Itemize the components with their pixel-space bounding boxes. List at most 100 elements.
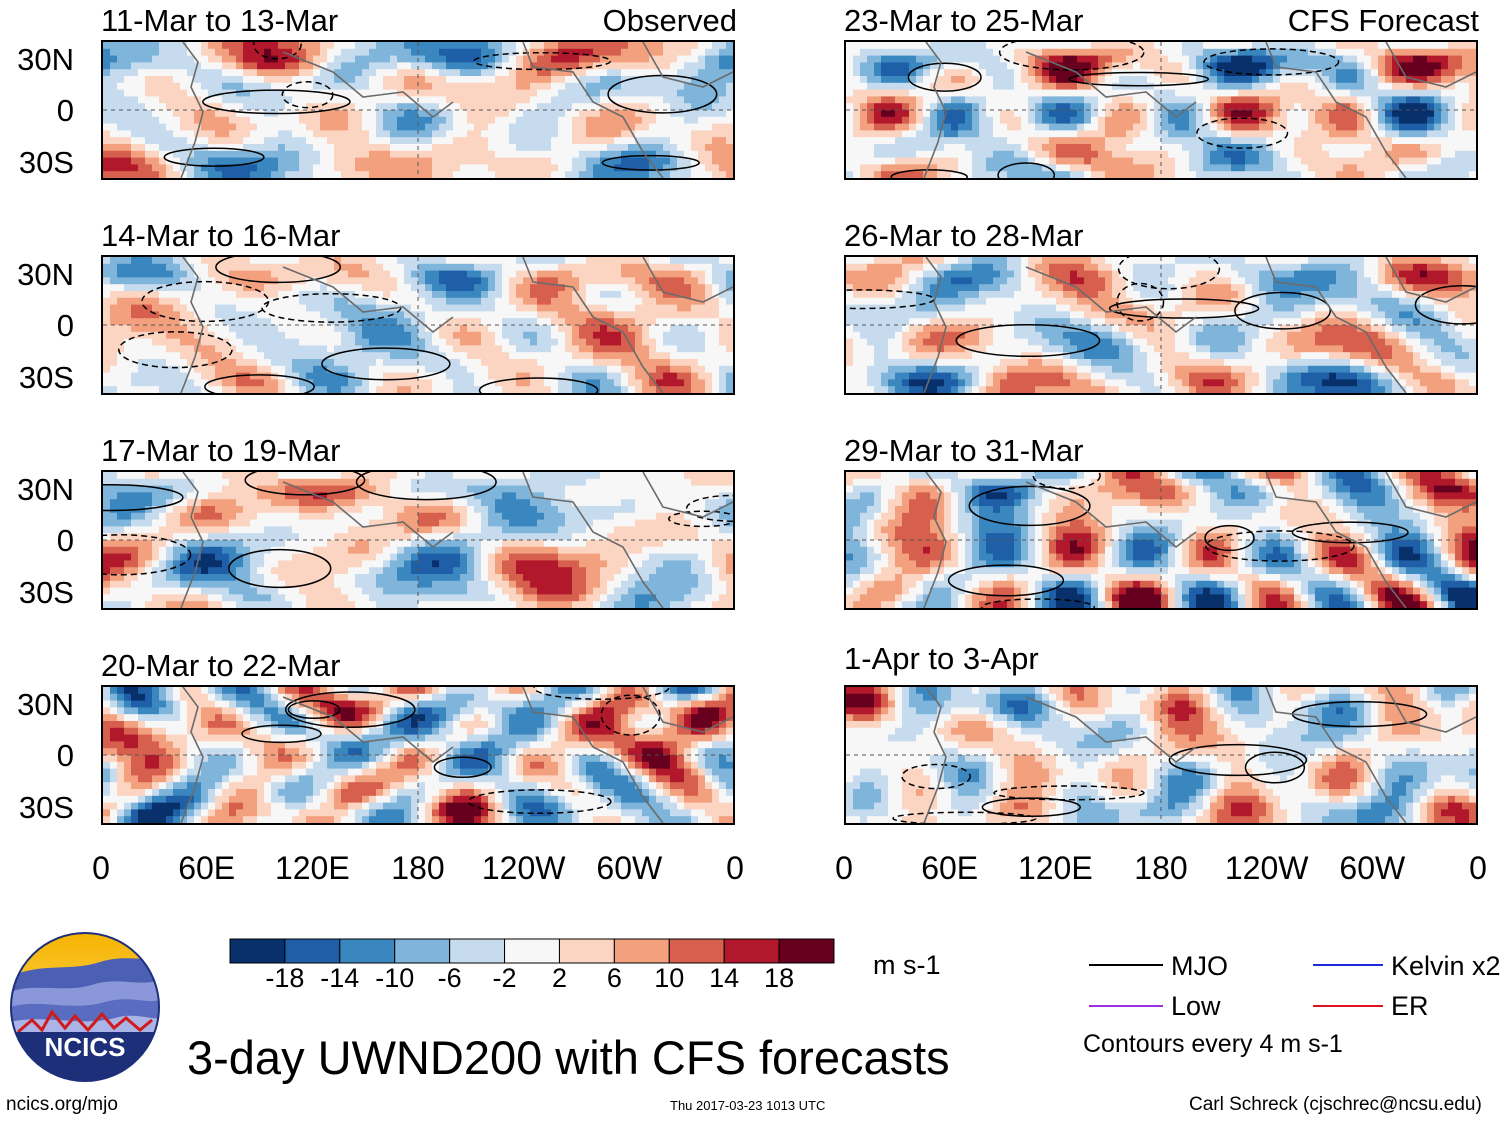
heat-cell [691,164,699,172]
heat-cell [145,553,153,561]
heat-cell [523,540,531,548]
heat-cell [411,157,419,165]
heat-cell [292,352,300,360]
heat-cell [474,304,482,312]
heat-cell [292,506,300,514]
heat-cell [530,567,538,575]
heat-cell [348,546,356,555]
heat-cell [439,270,447,278]
heat-cell [383,277,391,285]
heat-cell [698,96,706,104]
heat-cell [404,164,412,172]
heat-cell [355,553,363,561]
heat-cell [117,499,125,507]
heat-cell [131,553,139,561]
heat-cell [649,62,657,70]
heat-cell [145,304,153,312]
heat-cell [271,540,279,548]
heat-cell [572,338,580,346]
heat-cell [278,359,286,367]
heat-cell [285,379,293,387]
heat-cell [327,257,335,265]
heat-cell [565,110,573,118]
heat-cell [600,76,608,84]
heat-cell [411,359,419,367]
heat-cell [383,506,391,514]
heat-cell [334,372,342,380]
heat-cell [257,533,265,541]
heat-cell [334,359,342,367]
heat-cell [635,137,643,145]
heat-cell [474,150,482,159]
heat-cell [138,365,146,374]
heat-cell [439,365,447,374]
heat-cell [236,150,244,159]
heat-cell [299,331,307,340]
mjo-contour [321,347,451,381]
heat-cell [705,560,713,568]
heat-cell [397,478,405,487]
heat-cell [348,291,356,299]
heat-cell [369,284,377,292]
heat-cell [593,492,601,500]
heat-cell [691,540,699,548]
heat-cell [117,318,125,326]
heat-cell [187,69,195,77]
heat-cell [642,82,650,91]
heat-cell [446,338,454,346]
heat-cell [537,171,545,178]
heat-cell [320,365,328,374]
heat-cell [166,318,174,326]
heat-cell [586,472,594,480]
heat-cell [264,386,272,393]
heat-cell [334,499,342,507]
heat-cell [467,331,475,340]
heat-cell [362,472,370,480]
heat-cell [509,76,517,84]
heat-cell [348,144,356,152]
heat-cell [257,55,265,63]
heat-cell [719,546,727,555]
heat-cell [649,526,657,534]
heat-cell [439,506,447,514]
heat-cell [516,304,524,312]
heat-cell [320,110,328,118]
heat-cell [173,144,181,152]
heat-cell [551,365,559,374]
heat-cell [222,372,230,380]
heat-cell [194,512,202,521]
heat-cell [418,144,426,152]
heat-cell [131,137,139,145]
heat-cell [705,110,713,118]
heat-cell [285,304,293,312]
heat-cell [117,171,125,178]
heat-cell [509,137,517,145]
heat-cell [530,82,538,91]
heat-cell [201,270,209,278]
heat-cell [705,379,713,387]
heat-cell [313,546,321,555]
heat-cell [446,372,454,380]
heat-cell [124,553,132,561]
heat-cell [397,352,405,360]
heat-cell [327,82,335,91]
heat-cell [131,567,139,575]
heat-cell [663,62,671,70]
heat-cell [614,89,622,97]
heat-cell [110,485,118,493]
heat-cell [152,365,160,374]
heat-cell [649,492,657,500]
heat-cell [551,116,559,125]
heat-cell [348,116,356,125]
heat-cell [509,472,517,480]
heat-cell [418,284,426,292]
heat-cell [117,365,125,374]
heat-cell [348,164,356,172]
heat-cell [565,144,573,152]
heat-cell [264,485,272,493]
heat-cell [236,69,244,77]
heat-cell [292,263,300,272]
heat-cell [348,42,356,50]
heat-cell [509,553,517,561]
heat-cell [516,331,524,340]
